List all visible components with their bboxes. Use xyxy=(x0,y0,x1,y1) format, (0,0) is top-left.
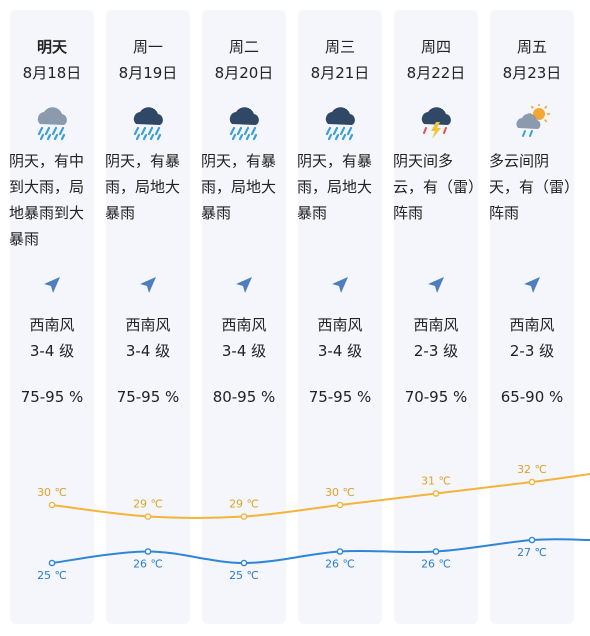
day-label: 周五 xyxy=(516,38,547,56)
humidity: 70-95 % xyxy=(404,388,468,406)
date-label: 8月21日 xyxy=(310,64,370,82)
date-label: 8月18日 xyxy=(22,64,82,82)
wind-direction-arrow-icon xyxy=(524,277,540,293)
wind-direction: 西南风 xyxy=(317,316,363,334)
date-label: 8月19日 xyxy=(118,64,178,82)
date-label: 8月22日 xyxy=(406,64,466,82)
wind-level: 3-4 级 xyxy=(221,342,267,360)
weather-description: 阴天，有中到大雨，局地暴雨到大暴雨 xyxy=(9,152,85,248)
high-temperature-label: 29 ℃ xyxy=(133,498,163,511)
high-temperature-label: 29 ℃ xyxy=(229,498,259,511)
high-temperature-point xyxy=(528,478,536,486)
day-label: 周三 xyxy=(324,38,355,56)
wind-level: 2-3 级 xyxy=(413,342,459,360)
wind-level: 3-4 级 xyxy=(125,342,171,360)
high-temperature-point xyxy=(48,501,56,509)
high-temperature-label: 30 ℃ xyxy=(37,486,67,499)
high-temperature-line xyxy=(51,473,590,519)
low-temperature-point xyxy=(432,548,440,555)
weather-description: 阴天间多云，有（雷）阵雨 xyxy=(393,152,476,222)
thunder-rain-cloud-icon xyxy=(421,107,451,139)
humidity: 80-95 % xyxy=(212,388,276,406)
wind-direction: 西南风 xyxy=(509,316,555,334)
high-temperature-label: 30 ℃ xyxy=(325,486,355,499)
high-temperature-point xyxy=(432,490,440,497)
weather-description: 阴天，有暴雨，局地大暴雨 xyxy=(105,152,181,222)
humidity: 75-95 % xyxy=(20,388,84,406)
wind-level: 3-4 级 xyxy=(29,342,75,360)
day-label: 周二 xyxy=(228,38,259,56)
day-label: 周一 xyxy=(132,38,163,56)
low-temperature-label: 26 ℃ xyxy=(133,558,163,571)
weather-description: 阴天，有暴雨，局地大暴雨 xyxy=(201,152,277,222)
high-temperature-point xyxy=(336,501,344,509)
humidity: 65-90 % xyxy=(500,388,564,406)
low-temperature-label: 26 ℃ xyxy=(325,558,355,571)
low-temperature-label: 25 ℃ xyxy=(37,569,67,582)
high-temperature-point xyxy=(240,513,248,520)
wind-direction: 西南风 xyxy=(125,316,171,334)
day-label: 明天 xyxy=(36,38,67,56)
date-label: 8月23日 xyxy=(502,64,562,82)
day-card xyxy=(490,10,574,624)
date-label: 8月20日 xyxy=(214,64,274,82)
low-temperature-label: 27 ℃ xyxy=(517,546,547,559)
low-temperature-label: 26 ℃ xyxy=(421,558,451,571)
wind-direction: 西南风 xyxy=(413,316,459,334)
low-temperature-label: 25 ℃ xyxy=(229,569,259,582)
wind-direction-arrow-icon xyxy=(140,277,156,293)
low-temperature-point xyxy=(240,559,248,567)
day-label: 周四 xyxy=(420,38,451,56)
rainstorm-cloud-icon xyxy=(325,107,355,141)
humidity: 75-95 % xyxy=(116,388,180,406)
high-temperature-point xyxy=(144,513,152,520)
sun-cloud-rain-icon xyxy=(516,104,550,137)
wind-direction-arrow-icon xyxy=(332,277,348,293)
wind-direction-arrow-icon xyxy=(44,277,60,293)
low-temperature-point xyxy=(336,548,344,555)
weather-description: 多云间阴天，有（雷）阵雨 xyxy=(489,152,572,222)
wind-direction: 西南风 xyxy=(221,316,267,334)
wind-direction: 西南风 xyxy=(29,316,75,334)
low-temperature-point xyxy=(528,536,536,544)
wind-level: 2-3 级 xyxy=(509,342,555,360)
heavy-rain-cloud-icon xyxy=(37,107,67,141)
rainstorm-cloud-icon xyxy=(133,107,163,141)
high-temperature-label: 31 ℃ xyxy=(421,475,451,488)
high-temperature-label: 32 ℃ xyxy=(517,463,547,476)
low-temperature-point xyxy=(144,548,152,555)
rainstorm-cloud-icon xyxy=(229,107,259,141)
wind-level: 3-4 级 xyxy=(317,342,363,360)
wind-direction-arrow-icon xyxy=(236,277,252,293)
wind-direction-arrow-icon xyxy=(428,277,444,293)
weather-description: 阴天，有暴雨，局地大暴雨 xyxy=(297,152,373,222)
humidity: 75-95 % xyxy=(308,388,372,406)
low-temperature-point xyxy=(48,559,56,567)
